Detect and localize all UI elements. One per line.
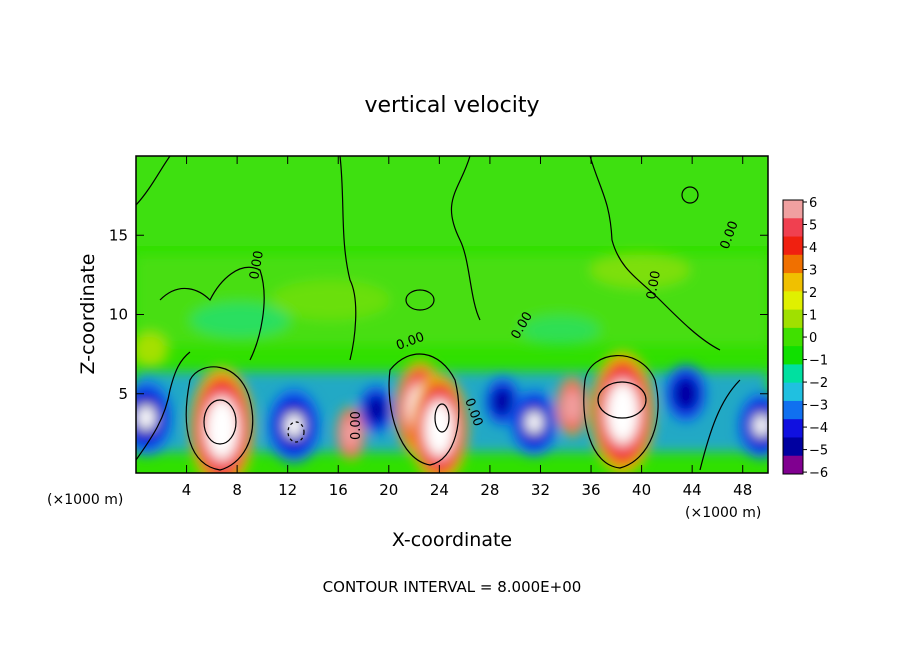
contour-interval-text: CONTOUR INTERVAL = 8.000E+00: [323, 578, 582, 596]
x-tick-label: 48: [733, 481, 752, 499]
plot-area: [136, 156, 768, 473]
updraft-core-0-ring-4: [206, 399, 238, 459]
downdraft-core-1-ring-3: [284, 413, 304, 438]
chart-title: vertical velocity: [364, 93, 539, 118]
colorbar-label: 2: [809, 286, 817, 301]
downdraft-core-0-ring-3: [136, 405, 156, 430]
updraft-core-3-ring-4: [606, 383, 639, 443]
colorbar-label: 1: [809, 309, 817, 324]
x-tick-label: 32: [531, 481, 550, 499]
colorbar-swatch: [783, 327, 803, 347]
colorbar-swatch: [783, 200, 803, 219]
colorbar-label: 5: [809, 219, 817, 234]
colorbar-label: −5: [809, 444, 828, 459]
x-tick-label: 24: [430, 481, 449, 499]
colorbar: 6 5 4 3 2 1 0 −1 −2 −3 −4 −5 −6: [782, 196, 828, 481]
colorbar-label: 6: [809, 196, 817, 211]
downdraft-core-3-ring-2: [492, 388, 513, 416]
x-tick-label: 12: [278, 481, 297, 499]
colorbar-swatch: [783, 437, 803, 457]
x-units-left: (×1000 m): [47, 492, 123, 508]
updraft-core-5-ring-3: [562, 388, 583, 425]
cores: [136, 351, 768, 473]
colorbar-swatch: [783, 419, 803, 438]
y-axis-label: Z-coordinate: [77, 254, 99, 375]
contour-lines: [136, 156, 741, 471]
colorbar-swatch: [783, 218, 803, 238]
downdraft-core-4-ring-3: [525, 411, 543, 434]
y-axis-ticks: 5 10 15: [109, 226, 768, 403]
x-tick-label: 20: [379, 481, 398, 499]
colorbar-label: −4: [809, 421, 828, 436]
colorbar-swatch: [783, 364, 803, 384]
colorbar-label: 0: [809, 331, 817, 346]
colorbar-swatch: [783, 382, 803, 402]
colorbar-label: −6: [809, 466, 828, 481]
x-tick-label: 8: [232, 481, 242, 499]
colorbar-label: 3: [809, 264, 817, 279]
updraft-core-2-ring-4: [425, 401, 454, 456]
colorbar-label: −1: [809, 354, 828, 369]
contour-label: 0.00: [247, 250, 267, 281]
colorbar-swatch: [783, 309, 803, 329]
updraft-core-4-ring-3: [341, 417, 361, 450]
x-units-right: (×1000 m): [685, 505, 761, 521]
x-tick-label: 16: [329, 481, 348, 499]
colorbar-swatch: [783, 236, 803, 256]
colorbar-swatch: [783, 254, 803, 274]
y-tick-label: 15: [109, 226, 128, 244]
colorbar-swatch: [783, 273, 803, 292]
colorbar-label: −3: [809, 399, 828, 414]
downdraft-core-5-ring-2: [674, 378, 698, 410]
colorbar-swatch: [783, 455, 803, 475]
colorbar-label: 4: [809, 241, 817, 256]
x-tick-label: 40: [632, 481, 651, 499]
downdraft-core-2-ring-2: [365, 396, 387, 424]
contour-label: 0.00: [644, 270, 664, 301]
colorbar-swatch: [783, 291, 803, 311]
y-tick-label: 10: [109, 306, 128, 324]
colorbar-label: −2: [809, 376, 828, 391]
x-tick-label: 44: [683, 481, 702, 499]
downdraft-core-6-ring-3: [753, 414, 768, 437]
colorbar-swatch: [783, 400, 803, 420]
x-axis-ticks: 4 8 12 16 20 24 28 32 36 40 44 48: [182, 156, 752, 499]
colorbar-swatch: [783, 346, 803, 365]
x-axis-label: X-coordinate: [392, 529, 512, 551]
y-tick-label: 5: [118, 385, 128, 403]
mid-band: [136, 252, 768, 368]
contour-label: 0.00: [349, 411, 364, 440]
x-tick-label: 4: [182, 481, 192, 499]
x-tick-label: 28: [480, 481, 499, 499]
x-tick-label: 36: [581, 481, 600, 499]
